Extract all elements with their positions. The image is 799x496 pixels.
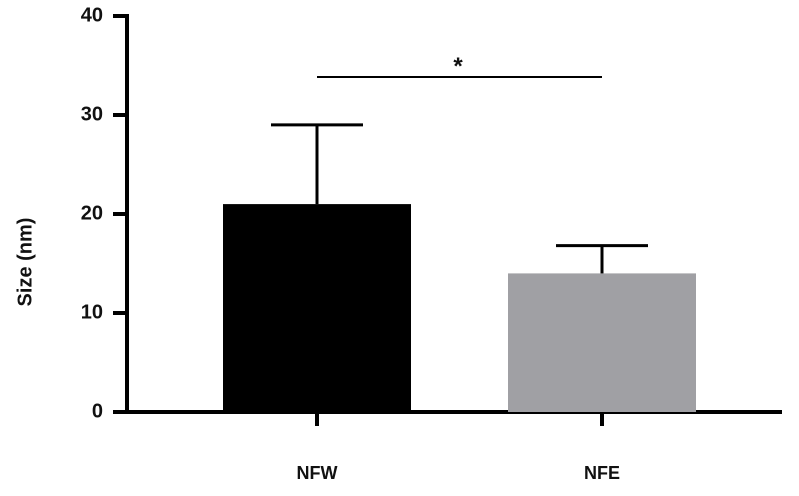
y-tick-label: 40 (81, 4, 103, 26)
y-tick-label: 0 (92, 400, 103, 422)
bar-nfe (508, 273, 696, 412)
error-bars (271, 123, 648, 274)
y-tick-label: 30 (81, 103, 103, 125)
significance-label: * (453, 53, 463, 80)
bars (223, 204, 696, 412)
y-tick-label: 20 (81, 202, 103, 224)
y-tick-label: 10 (81, 301, 103, 323)
x-tick-label-nfw: NFW (297, 463, 338, 483)
y-axis-title: Size (nm) (14, 218, 36, 307)
x-tick-label-nfe: NFE (584, 463, 620, 483)
bar-nfw (223, 204, 411, 412)
